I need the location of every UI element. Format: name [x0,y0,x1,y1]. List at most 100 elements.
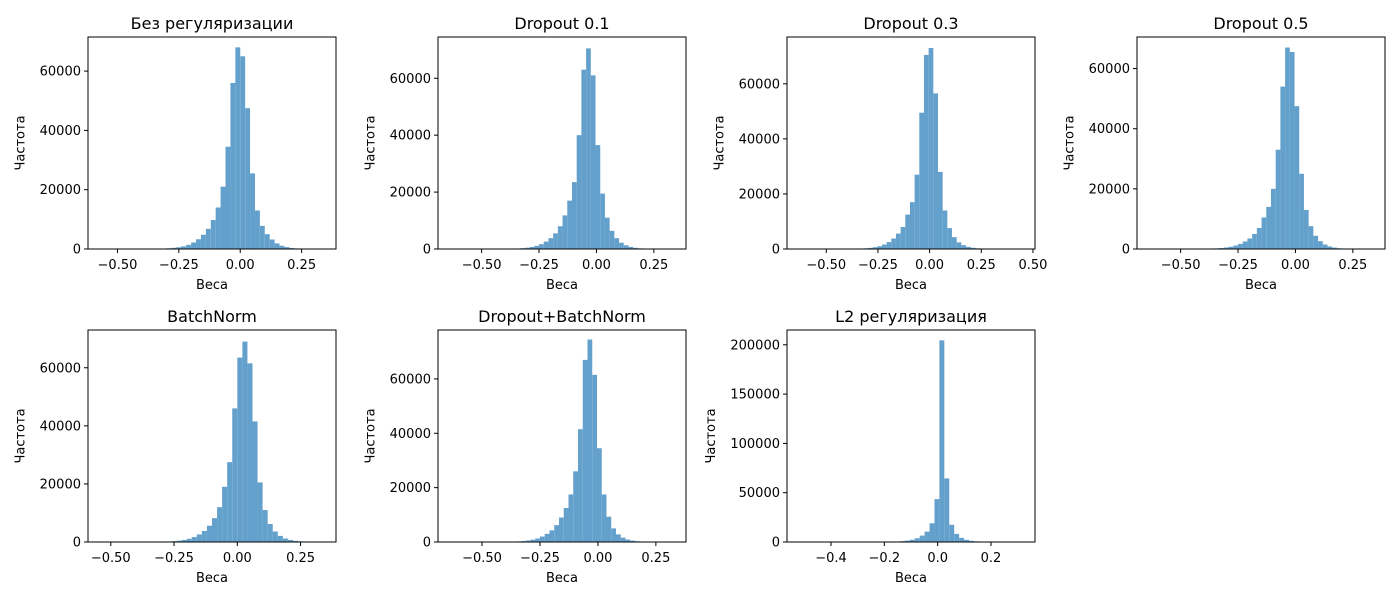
x-tick-label: −0.50 [1161,258,1201,273]
histogram-bar [905,214,910,249]
y-axis-label: Частота [364,408,379,463]
y-tick-label: 40000 [390,129,431,144]
histogram-bar [929,523,935,542]
y-axis-label: Частота [713,115,728,170]
histogram-bar [1327,246,1333,249]
histogram-bar [196,239,201,249]
histogram-bar [909,202,915,249]
x-tick-label: 0.25 [641,551,670,566]
x-tick-label: −0.50 [462,551,502,566]
histogram-bar [619,242,624,249]
histogram-bar [567,200,572,249]
histogram-bar [176,247,182,249]
histogram-bar [576,135,582,249]
histogram-bar [970,247,976,249]
histogram-panel: −0.50 −0.25 0.00 0.25 0 20000 40000 60000 Dropou… [364,14,687,293]
y-tick-label: 60000 [390,72,431,87]
histogram-panel: −0.4 −0.2 0.0 0.2 0 50000 100000 150000 200000 L2… [704,307,1036,586]
histogram-bar [212,518,218,542]
histogram-bar [601,494,607,542]
histogram-bar [287,539,293,542]
histogram-bar [191,242,197,249]
chart-title: Dropout 0.3 [863,14,958,33]
histogram-bar [529,247,535,249]
histogram-bar [1318,241,1323,249]
histogram-bar [196,534,202,542]
axes-frame [437,36,687,250]
chart-title: Dropout 0.5 [1213,14,1308,33]
y-axis-label: Частота [14,115,29,170]
histogram-bar [1247,238,1253,249]
x-tick-label: 0.00 [226,258,255,273]
histogram-bar [942,210,948,249]
histogram-bar [961,245,967,249]
histogram-bar [269,239,275,249]
histogram-bar [568,494,574,542]
x-axis-label: Веса [895,571,927,586]
histogram-bar [539,244,544,249]
histogram-bar [611,528,616,542]
x-axis-label: Веса [196,278,228,293]
histogram-bar [539,536,545,542]
histogram-bar [558,517,564,542]
histogram-bar [186,538,192,542]
histogram-bar [201,530,207,542]
x-axis-label: Веса [546,571,578,586]
histogram-bar [544,533,550,542]
histogram-bar [242,341,248,542]
x-tick-label: 0.25 [287,258,316,273]
histogram-bar [623,245,629,249]
y-tick-label: 20000 [739,187,780,202]
histogram-bar [1252,233,1257,249]
histogram-bar [947,228,952,249]
histogram-bar [587,339,593,542]
histogram-bar [227,462,233,542]
histogram-bar [881,244,887,249]
histogram-bar [267,523,273,542]
y-tick-label: 40000 [40,124,81,139]
y-tick-label: 40000 [739,132,780,147]
histogram-bar [549,530,555,542]
histogram-bar [1289,52,1295,249]
x-tick-label: 0.25 [286,551,315,566]
x-tick-label: 0.00 [582,258,611,273]
histogram-bar [872,247,878,249]
histogram-bar [200,234,206,249]
y-tick-label: 20000 [40,477,81,492]
y-tick-label: 60000 [40,361,81,376]
histogram-bar [262,510,268,542]
y-tick-label: 20000 [390,481,431,496]
x-tick-label: −0.25 [1218,258,1258,273]
histogram-bar [232,408,238,542]
histogram-bar [597,448,602,542]
x-tick-label: 0.25 [1338,258,1367,273]
histogram-bar [1285,47,1290,249]
x-tick-label: 0.25 [967,258,996,273]
histogram-bar [895,233,901,249]
histogram-bar [923,54,929,250]
histogram-bar [220,186,226,249]
histogram-bar [886,242,892,249]
histogram-bar [1270,188,1276,249]
histogram-bar [1294,106,1300,249]
histogram-bar [573,471,578,542]
histogram-bar [259,225,265,249]
y-tick-label: 0 [772,536,780,551]
x-tick-label: 0.00 [223,551,252,566]
histogram-bar [176,540,182,542]
histogram-bar [1223,247,1229,249]
x-tick-label: 0.25 [639,258,668,273]
histogram-bar [867,247,873,249]
histogram-bar [535,538,540,542]
histogram-bar [277,535,283,542]
x-tick-label: 0.50 [1018,258,1047,273]
histogram-bar [900,226,906,249]
histogram-bar [557,226,563,249]
x-axis-label: Веса [1245,278,1277,293]
histogram-bar [600,193,605,249]
x-tick-label: 0.0 [927,551,948,566]
histogram-bar [928,48,934,250]
histogram-bar [252,421,258,542]
histogram-bar [171,247,177,249]
x-tick-label: −0.2 [869,551,901,566]
